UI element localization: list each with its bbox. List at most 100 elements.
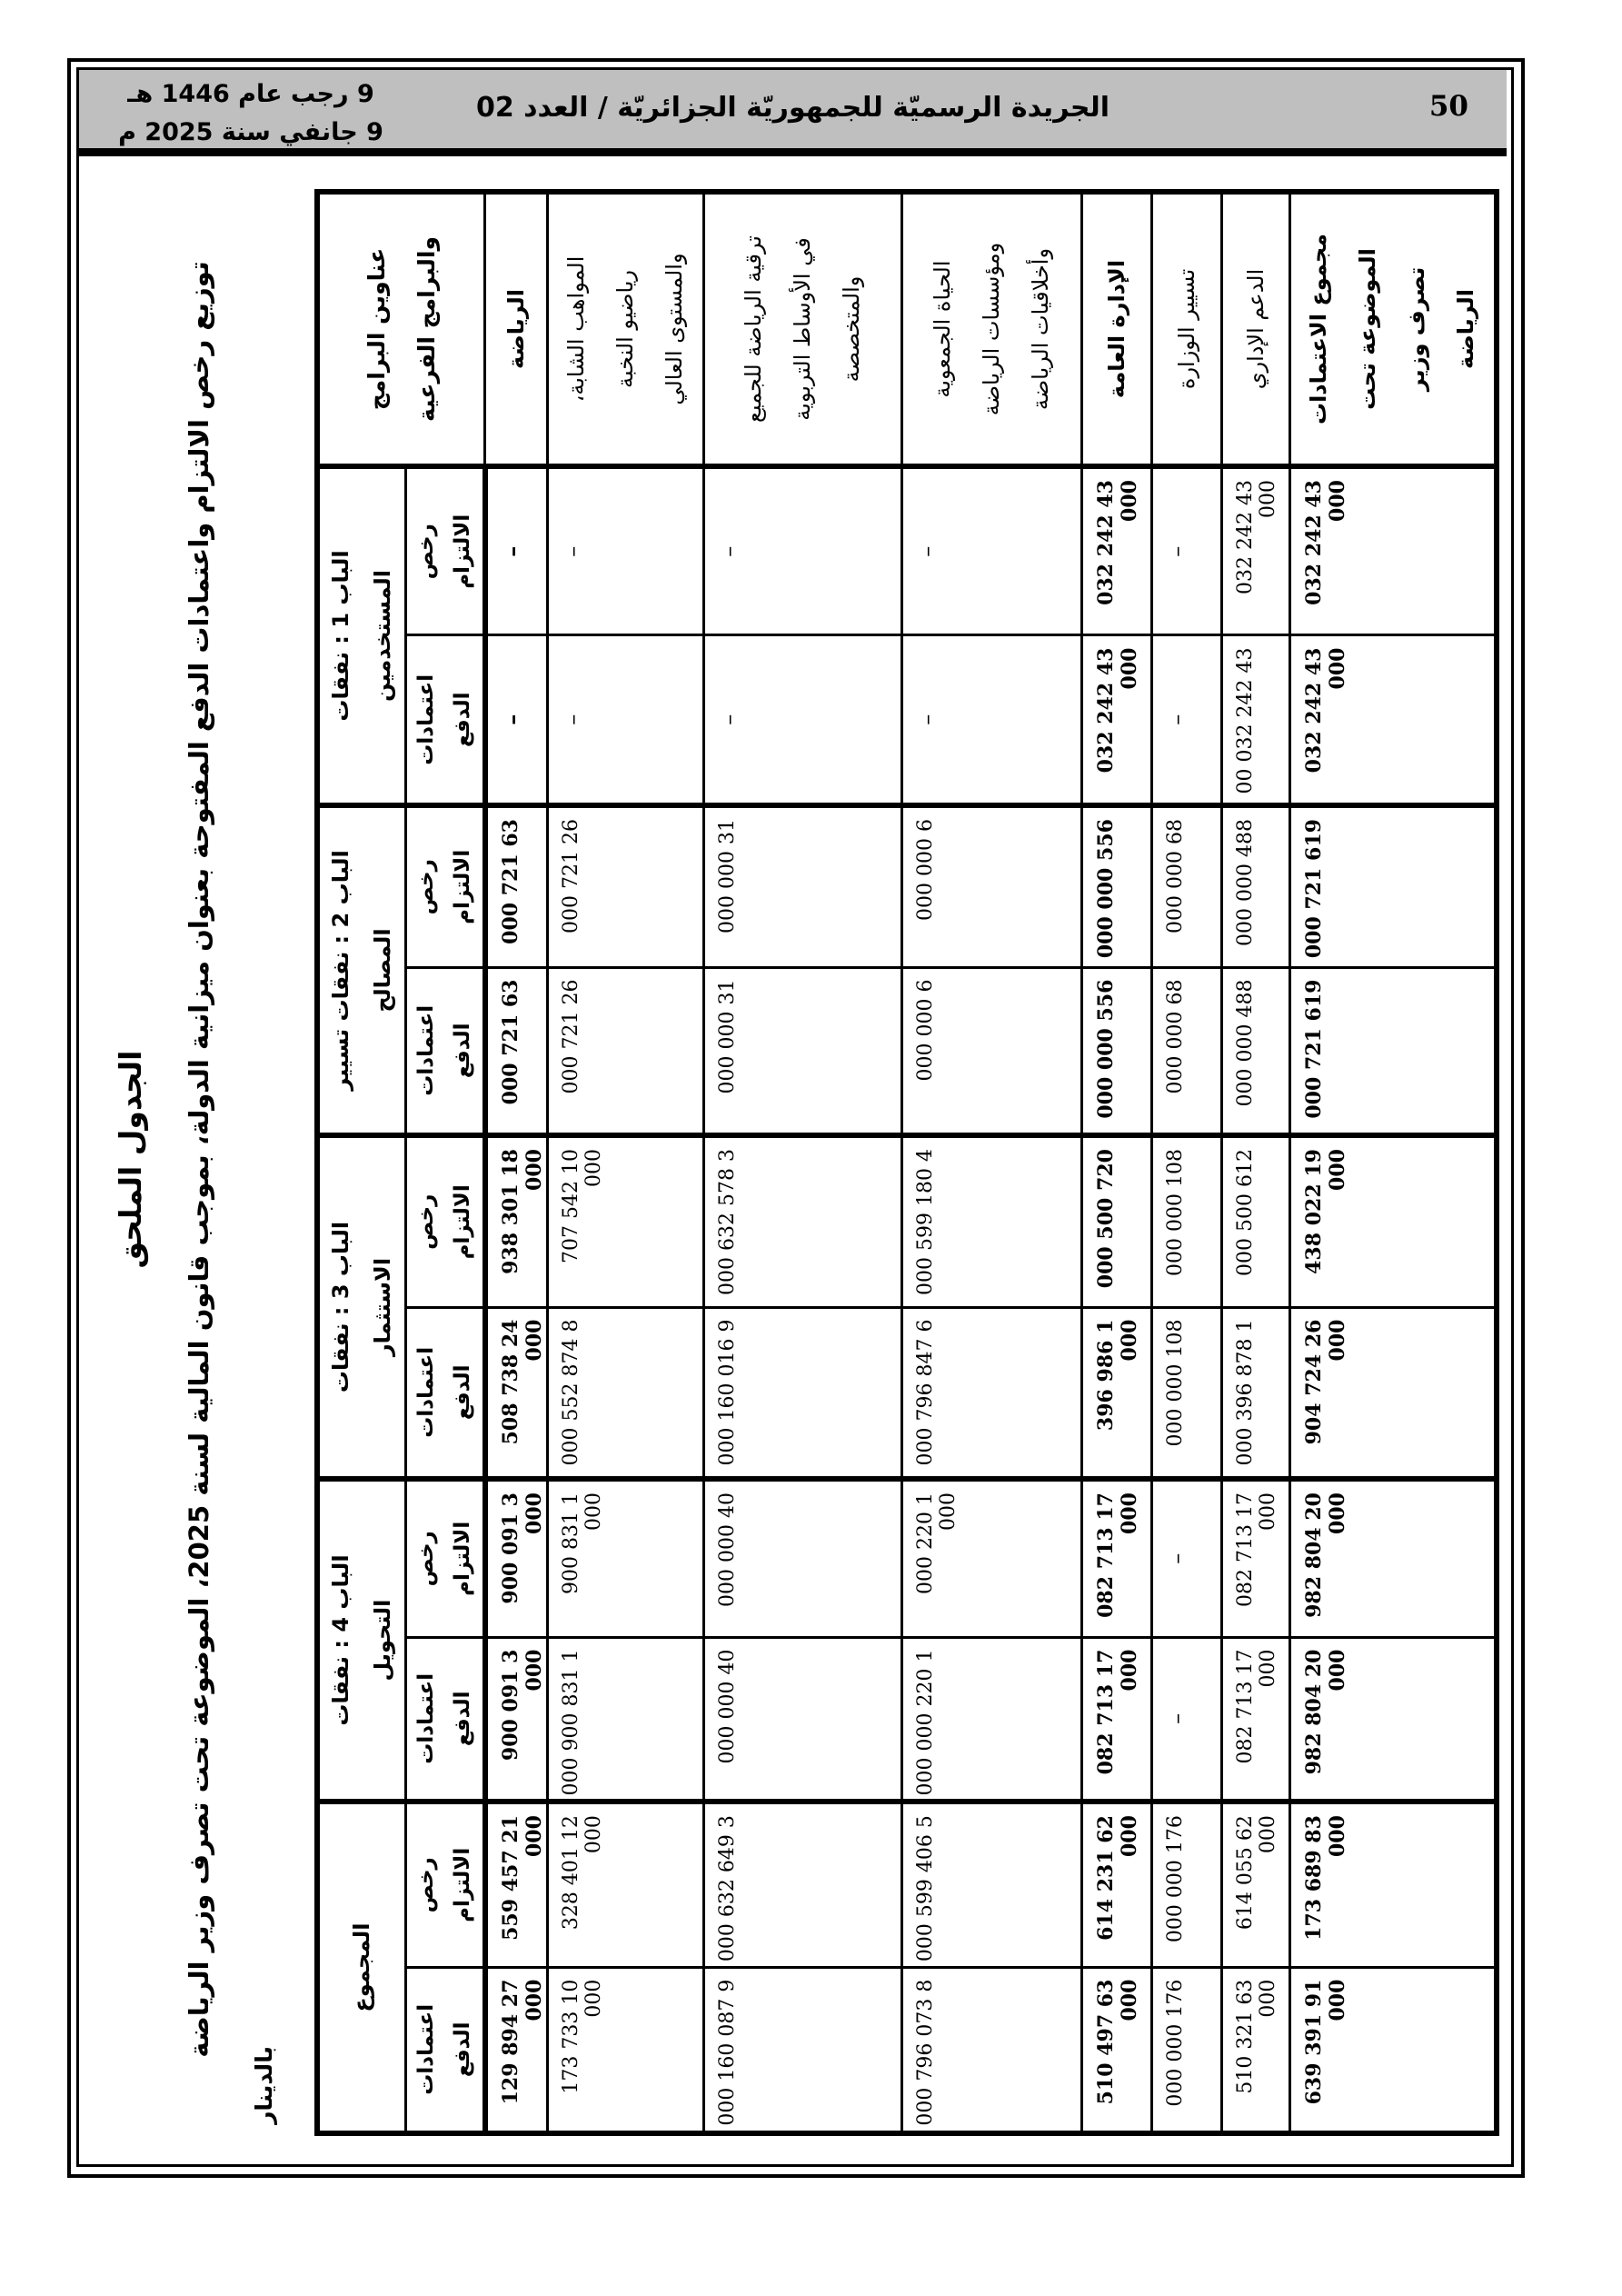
value-cell: 19 022 438 000 <box>1289 1135 1498 1308</box>
payment-subheader: اعتمادات الدفع <box>405 967 485 1136</box>
value-cell: 68 000 000 <box>1151 967 1222 1136</box>
value-cell: 31 000 000 <box>703 805 902 968</box>
table-header-row-chapters: عناوين البرامج والبرامج الفرعية الباب 1 … <box>317 192 485 2134</box>
chapter3-header: الباب 3 : نفقات الاستثمار <box>317 1135 406 1480</box>
value-cell: 1 878 396 000 <box>1221 1307 1290 1480</box>
value-cell: 43 242 032 000 <box>1221 466 1290 635</box>
value-cell: – <box>901 466 1082 635</box>
table-row-general-administration: الإدارة العامة 43 242 032 000 43 242 032… <box>1081 192 1152 2134</box>
value-cell: 3 578 632 000 <box>703 1135 902 1308</box>
commitment-subheader: رخص الالتزام <box>405 1135 485 1308</box>
value-cell: – <box>1151 1479 1222 1638</box>
chapter2-header: الباب 2 : نفقات تسيير المصالح <box>317 805 406 1136</box>
date-gregorian: 9 جانفي سنة 2025 م <box>118 117 383 146</box>
budget-allocations-table: عناوين البرامج والبرامج الفرعية الباب 1 … <box>314 189 1500 2137</box>
value-cell: 24 738 508 000 <box>484 1307 548 1480</box>
value-cell: – <box>703 635 902 806</box>
value-cell: 43 242 032 000 <box>1289 466 1498 635</box>
value-cell: 26 721 000 <box>547 805 704 968</box>
payment-subheader: اعتمادات الدفع <box>405 1637 485 1802</box>
programs-column-header: عناوين البرامج والبرامج الفرعية <box>317 192 485 466</box>
table-row-sport-program: الرياضة – – 63 721 000 63 721 000 18 301… <box>484 192 548 2134</box>
payment-subheader: اعتمادات الدفع <box>405 1307 485 1480</box>
value-cell: 5 406 599 000 <box>901 1802 1082 1968</box>
table-header-row-subcolumns: رخص الالتزام اعتمادات الدفع رخص الالتزام… <box>405 192 485 2134</box>
value-cell: 10 542 707 000 <box>547 1135 704 1308</box>
value-cell: 108 000 000 <box>1151 1135 1222 1308</box>
commitment-subheader: رخص الالتزام <box>405 1802 485 1968</box>
value-cell: 6 847 796 000 <box>901 1307 1082 1480</box>
value-cell: 31 000 000 <box>703 967 902 1136</box>
value-cell: 1 831 900 000 <box>547 1479 704 1638</box>
page-frame-outer <box>67 58 1525 2178</box>
value-cell: 176 000 000 <box>1151 1802 1222 1968</box>
issue-dates: 9 رجب عام 1446 هـ 9 جانفي سنة 2025 م <box>110 75 392 152</box>
annex-landscape-content: الجدول الملحق توزيع رخص الالتزام واعتماد… <box>113 189 1500 2137</box>
page-number: 50 <box>1428 90 1468 123</box>
program-name-cell: الرياضة <box>484 192 548 466</box>
rotated-annex-block: الجدول الملحق توزيع رخص الالتزام واعتماد… <box>113 189 1500 2137</box>
value-cell: 619 721 000 <box>1289 805 1498 968</box>
value-cell: 10 733 173 000 <box>547 1967 704 2134</box>
commitment-subheader: رخص الالتزام <box>405 466 485 635</box>
value-cell: 3 091 900 000 <box>484 1637 548 1802</box>
table-row-administrative-support: الدعم الإداري 43 242 032 000 43 242 032 … <box>1221 192 1290 2134</box>
value-cell: – <box>703 466 902 635</box>
value-cell: 91 391 639 000 <box>1289 1967 1498 2134</box>
value-cell: 20 804 982 000 <box>1289 1479 1498 1638</box>
payment-subheader: اعتمادات الدفع <box>405 635 485 806</box>
value-cell: 40 000 000 <box>703 1479 902 1638</box>
running-header: 9 رجب عام 1446 هـ 9 جانفي سنة 2025 م الج… <box>79 70 1507 156</box>
value-cell: 8 073 796 000 <box>901 1967 1082 2134</box>
value-cell: 20 804 982 000 <box>1289 1637 1498 1802</box>
program-name-cell: المواهب الشابة، رياضيو النخبة والمستوى ا… <box>547 192 704 466</box>
date-hijri: 9 رجب عام 1446 هـ <box>127 80 374 108</box>
table-row-associative-life: الحياة الجمعوية ومؤسسات الرياضة وأخلاقيا… <box>901 192 1082 2134</box>
value-cell: 1 220 000 000 <box>901 1479 1082 1638</box>
value-cell: 1 831 900 000 <box>547 1637 704 1802</box>
value-cell: 556 000 000 <box>1081 967 1152 1136</box>
value-cell: 83 689 173 000 <box>1289 1802 1498 1968</box>
value-cell: 17 713 082 000 <box>1081 1637 1152 1802</box>
value-cell: 612 500 000 <box>1221 1135 1290 1308</box>
value-cell: 63 721 000 <box>484 967 548 1136</box>
value-cell: 68 000 000 <box>1151 805 1222 968</box>
value-cell: – <box>901 635 1082 806</box>
value-cell: 17 713 082 000 <box>1221 1637 1290 1802</box>
value-cell: 40 000 000 <box>703 1637 902 1802</box>
value-cell: 17 713 082 000 <box>1221 1479 1290 1638</box>
value-cell: 63 321 510 000 <box>1221 1967 1290 2134</box>
value-cell: 1 986 396 000 <box>1081 1307 1152 1480</box>
program-name-cell: الإدارة العامة <box>1081 192 1152 466</box>
value-cell: 43 242 032 000 <box>1289 635 1498 806</box>
value-cell: 43 242 032 00 <box>1221 635 1290 806</box>
value-cell: – <box>484 466 548 635</box>
value-cell: 720 500 000 <box>1081 1135 1152 1308</box>
value-cell: 63 721 000 <box>484 805 548 968</box>
value-cell: 6 000 000 <box>901 967 1082 1136</box>
program-name-cell: ترقية الرياضة للجميع في الأوساط التربوية… <box>703 192 902 466</box>
value-cell: 12 401 328 000 <box>547 1802 704 1968</box>
value-cell: – <box>1151 466 1222 635</box>
page-frame-inner <box>76 67 1514 2167</box>
value-cell: 43 242 032 000 <box>1081 635 1152 806</box>
value-cell: 619 721 000 <box>1289 967 1498 1136</box>
value-cell: 488 000 000 <box>1221 967 1290 1136</box>
value-cell: – <box>484 635 548 806</box>
program-name-cell: مجموع الاعتمادات الموضوعة تحت تصرف وزير … <box>1289 192 1498 466</box>
value-cell: 18 301 938 000 <box>484 1135 548 1308</box>
program-name-cell: الدعم الإداري <box>1221 192 1290 466</box>
value-cell: 3 649 632 000 <box>703 1802 902 1968</box>
value-cell: 1 220 000 000 <box>901 1637 1082 1802</box>
value-cell: 27 894 129 000 <box>484 1967 548 2134</box>
value-cell: 488 000 000 <box>1221 805 1290 968</box>
table-row-sport-for-all: ترقية الرياضة للجميع في الأوساط التربوية… <box>703 192 902 2134</box>
value-cell: – <box>1151 1637 1222 1802</box>
value-cell: 108 000 000 <box>1151 1307 1222 1480</box>
journal-title: الجريدة الرسميّة للجمهوريّة الجزائريّة /… <box>475 92 1110 124</box>
currency-unit-label: بالدينار <box>251 2046 277 2124</box>
value-cell: 4 180 599 000 <box>901 1135 1082 1308</box>
value-cell: – <box>1151 635 1222 806</box>
chapter1-header: الباب 1 : نفقات المستخدمين <box>317 466 406 806</box>
value-cell: 26 724 904 000 <box>1289 1307 1498 1480</box>
